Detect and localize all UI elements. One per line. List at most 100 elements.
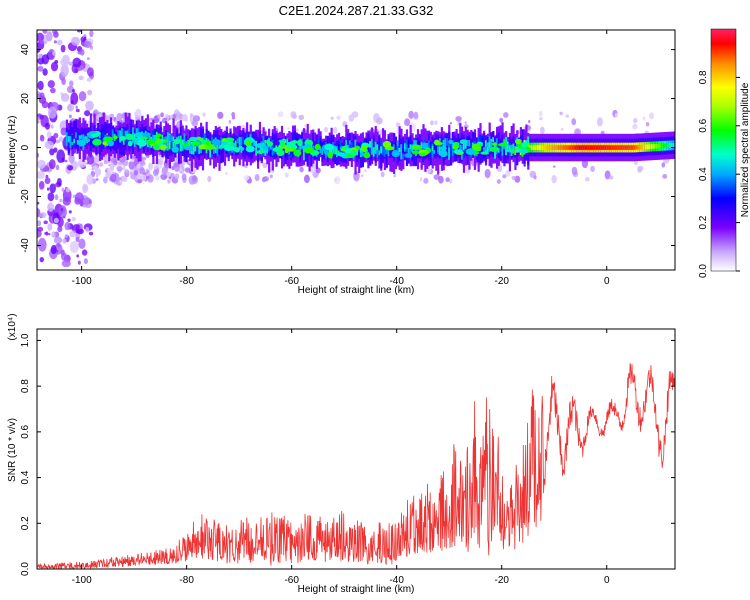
spectrogram-ridge-cell — [597, 145, 600, 150]
spectrogram-ridge-cell — [376, 144, 379, 151]
spectrogram-noise-cell — [408, 110, 414, 119]
colorbar-gradient — [710, 28, 737, 272]
spectrogram-noise-cell — [54, 194, 59, 201]
spectrogram-noise-cell — [604, 170, 611, 180]
spectrogram-noise-cell — [68, 210, 72, 214]
spectrogram-blob — [480, 151, 489, 155]
spectrogram-noise-cell — [170, 172, 175, 179]
spectrogram-ridge-cell — [448, 140, 451, 148]
spectrogram-noise-cell — [363, 168, 367, 173]
spectrogram-ridge-cell — [457, 143, 460, 148]
spectrogram-noise-cell — [193, 115, 199, 122]
spectrogram-noise-cell — [565, 114, 569, 118]
spectrogram-ridge-cell — [503, 140, 506, 164]
spectrogram-noise-cell — [637, 165, 644, 172]
spectrogram-ridge-cell — [376, 148, 379, 158]
spectrogram-blob — [360, 144, 368, 152]
spectrogram-noise-cell — [86, 153, 95, 165]
spectrogram-ridge-cell — [551, 145, 554, 150]
spectrogram-ridge-cell — [146, 139, 149, 148]
spectrogram-ridge-cell — [407, 139, 410, 151]
spectrogram-noise-cell — [438, 175, 444, 184]
spectrogram-ridge-cell — [574, 145, 578, 150]
spectrogram-blob — [293, 149, 302, 157]
spectrogram-noise-cell — [61, 78, 66, 85]
spectrogram-ridge-cell — [168, 133, 172, 150]
colorbar-tick-label: 0.2 — [698, 215, 709, 229]
spectrogram-blob — [391, 150, 401, 158]
spectrogram-x-tick-label: -60 — [284, 276, 299, 287]
spectrogram-noise-cell — [44, 122, 51, 130]
spectrogram-ridge-cell — [269, 144, 273, 150]
spectrogram-ridge-cell — [490, 141, 493, 148]
spectrogram-noise-cell — [145, 175, 150, 180]
spectrogram-ridge-cell — [402, 147, 405, 154]
spectrogram-noise-cell — [50, 87, 56, 94]
spectrogram-blob — [276, 149, 285, 157]
spectrogram-ridge-cell — [310, 142, 313, 149]
spectrogram-noise-cell — [642, 116, 646, 121]
spectrogram-noise-cell — [41, 54, 50, 65]
spectrogram-noise-cell — [231, 116, 236, 120]
spectrogram-noise-cell — [76, 254, 79, 258]
spectrogram-ridge-cell — [668, 143, 671, 148]
spectrogram-blob — [266, 141, 274, 147]
spectrogram-noise-cell — [645, 121, 650, 127]
spectrogram-ridge-cell — [205, 146, 208, 154]
snr-x-tick-label: -20 — [494, 575, 509, 586]
snr-panel: -100 -80 -60 -40 -20 0 0.0 0.2 0.4 0.6 0.8 1.0 Hei… — [7, 313, 676, 595]
spectrogram-ridge-cell — [244, 140, 247, 145]
spectrogram-noise-cell — [78, 91, 87, 102]
spectrogram-ridge-cell — [268, 146, 271, 152]
spectrogram-noise-cell — [449, 179, 453, 184]
spectrogram-noise-cell — [284, 172, 289, 178]
spectrogram-blob — [459, 139, 468, 145]
spectrogram-x-ticks: -100 -80 -60 -40 -20 0 — [72, 30, 610, 287]
spectrogram-noise-cell — [86, 57, 90, 60]
spectrogram-noise-cell — [323, 126, 329, 133]
spectrogram-ridge-cell — [122, 137, 126, 145]
spectrogram-noise-cell — [90, 47, 94, 51]
spectrogram-ridge-cell — [646, 144, 649, 150]
spectrogram-ridge-cell — [89, 135, 92, 146]
spectrogram-ridge-cell — [547, 145, 550, 150]
spectrogram-noise-cell — [110, 173, 117, 183]
spectrogram-noise-cell — [77, 159, 87, 168]
spectrogram-noise-cell — [37, 152, 40, 158]
spectrogram-noise-cell — [47, 80, 55, 89]
spectrogram-ridge-cell — [514, 149, 517, 155]
spectrogram-noise-cell — [614, 112, 619, 118]
spectrogram-noise-cell — [67, 218, 71, 222]
colorbar-tick-label: 0.6 — [698, 118, 709, 132]
spectrogram-noise-cell — [69, 241, 79, 253]
spectrogram-ridge-cell — [442, 139, 445, 148]
spectrogram-noise-cell — [103, 160, 108, 165]
spectrogram-ridge-cell — [516, 137, 519, 153]
spectrogram-ridge-cell — [73, 138, 76, 144]
spectrogram-ridge-cell — [635, 145, 638, 150]
spectrogram-ridge-cell — [380, 146, 383, 154]
spectrogram-noise-cell — [287, 127, 290, 130]
spectrogram-noise-cell — [116, 176, 123, 186]
spectrogram-noise-cell — [48, 159, 56, 170]
spectrogram-blob — [498, 142, 508, 147]
spectrogram-noise-cell — [53, 217, 59, 224]
spectrogram-noise-cell — [434, 120, 438, 125]
spectrogram-noise-cell — [60, 64, 69, 77]
spectrogram-noise-cell — [37, 220, 42, 227]
spectrogram-blob — [218, 144, 226, 149]
spectrogram-ridge-cell — [637, 144, 640, 150]
spectrogram-noise-cell — [67, 104, 73, 112]
spectrogram-noise-cell — [48, 232, 51, 236]
spectrogram-noise-cell — [108, 113, 114, 121]
spectrogram-ridge-cell — [295, 138, 298, 153]
spectrogram-noise-cell — [122, 176, 128, 183]
spectrogram-ridge-cell — [611, 145, 614, 150]
spectrogram-ridge-cell — [334, 147, 337, 155]
spectrogram-noise-cell — [60, 57, 70, 67]
spectrogram-y-label: Frequency (Hz) — [7, 116, 18, 185]
spectrogram-noise-cell — [64, 221, 71, 231]
spectrogram-ridge-cell — [448, 144, 451, 160]
spectrogram-blob — [453, 149, 463, 155]
spectrogram-ridge-cell — [617, 145, 620, 150]
